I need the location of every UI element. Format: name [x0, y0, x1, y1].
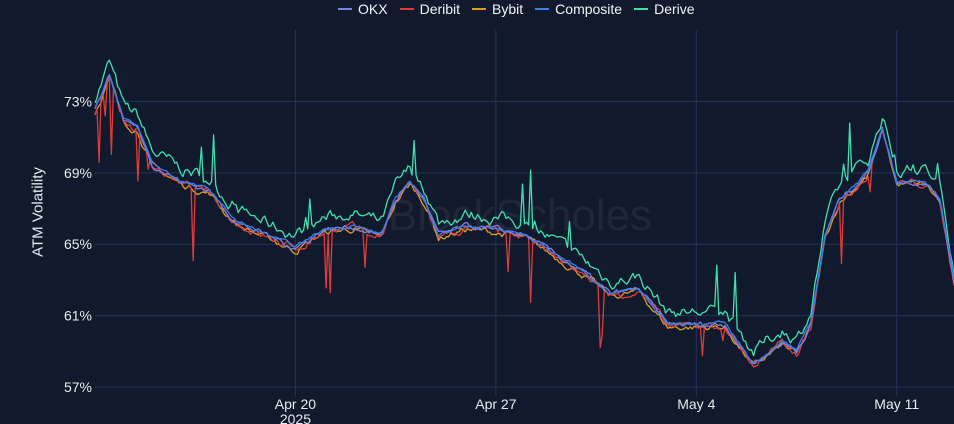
watermark: BlockScholes	[388, 191, 652, 240]
legend-label: Derive	[654, 1, 695, 17]
legend-label: Bybit	[492, 1, 524, 17]
series-lines	[94, 59, 954, 368]
y-axis-label: ATM Volatility	[29, 167, 47, 257]
y-tick-label: 73%	[64, 93, 92, 109]
y-tick-label: 57%	[64, 379, 92, 395]
legend-item-bybit[interactable]: Bybit	[472, 1, 523, 17]
legend-item-deribit[interactable]: Deribit	[399, 1, 461, 17]
legend-swatch	[472, 8, 487, 10]
y-tick-label: 69%	[64, 165, 92, 181]
legend-label: Deribit	[419, 1, 461, 17]
legend-item-okx[interactable]: OKX	[338, 1, 388, 17]
x-tick-label: Apr 27	[475, 396, 516, 412]
y-tick-label: 61%	[64, 308, 92, 324]
legend: OKX Deribit Bybit Composite Derive	[338, 0, 695, 18]
legend-swatch	[535, 8, 550, 10]
legend-item-composite[interactable]: Composite	[535, 1, 622, 17]
legend-swatch	[399, 8, 414, 10]
x-tick-label: Apr 20	[275, 396, 316, 412]
y-tick-label: 65%	[64, 236, 92, 252]
legend-swatch	[338, 8, 352, 10]
x-tick-label: May 4	[677, 396, 715, 412]
legend-item-derive[interactable]: Derive	[634, 1, 695, 17]
series-line-composite	[94, 73, 954, 364]
x-tick-label: May 11	[874, 396, 919, 412]
y-axis-ticks: 57% 61% 65% 69% 73%	[64, 93, 92, 395]
grid-lines	[95, 30, 954, 396]
legend-label: Composite	[555, 1, 623, 17]
x-tick-sublabel: 2025	[280, 411, 311, 424]
legend-swatch	[634, 8, 649, 10]
series-line-derive	[94, 59, 954, 357]
legend-label: OKX	[358, 1, 388, 17]
